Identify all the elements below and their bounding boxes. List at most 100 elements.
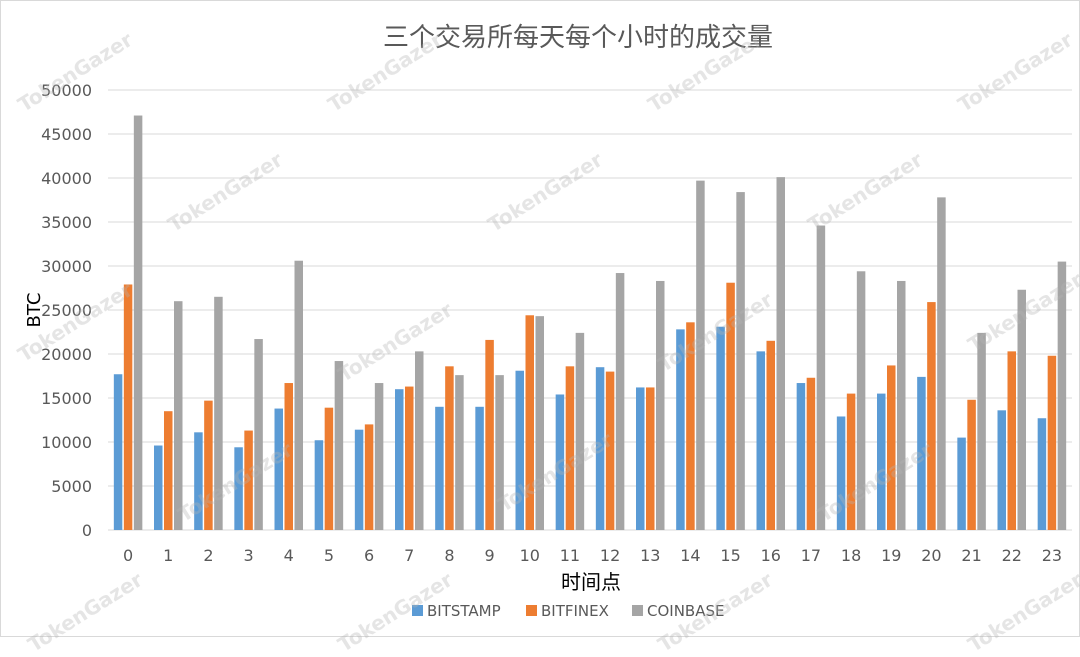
bar-bitfinex-9 [485,339,494,530]
bar-coinbase-5 [334,361,344,530]
bar-bitstamp-22 [997,410,1006,530]
bar-bitfinex-5 [324,407,334,530]
bar-coinbase-3 [254,339,263,530]
bar-bitfinex-20 [927,302,936,530]
x-tick-label: 4 [284,546,294,565]
x-tick-label: 18 [841,546,861,565]
y-tick-label: 0 [82,521,92,540]
bar-bitfinex-7 [405,386,414,530]
x-tick-label: 15 [720,546,740,565]
legend-label-bitstamp: BITSTAMP [427,602,501,620]
x-tick-label: 9 [484,546,494,565]
bar-coinbase-1 [174,301,183,530]
bar-bitfinex-10 [525,315,534,530]
bar-coinbase-21 [977,332,986,530]
bar-bitstamp-23 [1037,418,1047,530]
bar-bitfinex-22 [1007,351,1016,530]
bar-coinbase-17 [816,225,826,530]
bar-bitstamp-21 [957,437,966,530]
x-tick-label: 7 [404,546,414,565]
bar-bitstamp-10 [515,370,524,530]
x-tick-label: 12 [600,546,620,565]
bar-coinbase-8 [455,375,464,530]
x-tick-label: 5 [324,546,334,565]
bar-bitstamp-2 [194,432,203,530]
bar-coinbase-10 [535,316,544,530]
x-tick-label: 8 [444,546,454,565]
bar-bitfinex-3 [244,430,253,530]
bar-coinbase-14 [696,180,705,530]
bar-bitfinex-14 [686,322,695,530]
bar-bitstamp-17 [796,383,806,530]
bar-bitstamp-9 [475,406,484,530]
legend-swatch-bitstamp [412,605,423,616]
x-tick-label: 1 [163,546,173,565]
bar-coinbase-2 [214,296,223,530]
bar-bitfinex-8 [445,366,454,530]
bar-coinbase-23 [1057,261,1067,530]
y-axis-title: BTC [24,293,45,328]
y-tick-label: 50000 [41,81,92,100]
bar-bitstamp-14 [676,329,685,530]
bar-bitfinex-13 [646,387,655,530]
bar-bitfinex-18 [846,393,856,530]
bar-coinbase-0 [133,115,143,531]
bar-bitstamp-8 [435,406,444,530]
bar-coinbase-12 [615,273,625,530]
x-tick-label: 6 [364,546,374,565]
bar-bitfinex-12 [605,371,615,530]
bar-bitfinex-2 [204,400,213,530]
legend-swatch-coinbase [632,605,643,616]
y-tick-label: 35000 [41,213,92,232]
bar-coinbase-22 [1017,289,1026,530]
x-tick-label: 23 [1042,546,1062,565]
bar-bitfinex-17 [806,377,816,530]
x-tick-label: 21 [961,546,981,565]
bar-coinbase-11 [575,332,585,530]
bar-coinbase-16 [776,177,785,530]
x-tick-label: 10 [520,546,540,565]
chart: 三个交易所每天每个小时的成交量0500010000150002000025000… [24,23,1072,620]
bar-coinbase-4 [294,260,303,530]
x-tick-label: 20 [921,546,941,565]
bar-bitfinex-0 [123,284,133,530]
bar-bitstamp-6 [354,429,364,530]
legend-swatch-bitfinex [526,605,537,616]
bar-bitfinex-1 [164,411,173,530]
chart-title: 三个交易所每天每个小时的成交量 [383,23,773,53]
x-tick-label: 2 [203,546,213,565]
bar-bitfinex-6 [364,424,374,530]
bar-coinbase-19 [897,280,906,530]
bar-coinbase-13 [656,280,665,530]
bar-bitstamp-19 [877,393,886,530]
bar-coinbase-6 [374,383,384,530]
bar-coinbase-9 [495,375,504,530]
bar-bitfinex-23 [1047,355,1057,530]
bar-bitstamp-4 [274,408,283,530]
x-tick-label: 17 [801,546,821,565]
bar-bitstamp-1 [154,445,163,530]
bar-bitstamp-7 [395,389,404,530]
x-tick-label: 14 [680,546,700,565]
y-tick-label: 5000 [51,477,92,496]
y-tick-label: 45000 [41,125,92,144]
legend-label-bitfinex: BITFINEX [541,602,609,620]
x-tick-label: 19 [881,546,901,565]
y-tick-label: 25000 [41,301,92,320]
bar-bitfinex-16 [766,340,775,530]
y-tick-label: 20000 [41,345,92,364]
y-tick-label: 40000 [41,169,92,188]
legend-label-coinbase: COINBASE [647,602,724,620]
bar-bitstamp-5 [314,440,324,530]
bar-coinbase-18 [856,271,866,530]
bar-bitfinex-15 [726,282,735,530]
bar-bitstamp-13 [636,387,645,530]
x-tick-label: 3 [243,546,253,565]
bar-bitstamp-3 [234,447,243,530]
x-tick-label: 13 [640,546,660,565]
y-tick-label: 30000 [41,257,92,276]
bar-bitstamp-16 [756,351,765,530]
x-axis-title: 时间点 [561,570,621,594]
x-tick-label: 16 [761,546,781,565]
bar-coinbase-7 [415,351,424,530]
